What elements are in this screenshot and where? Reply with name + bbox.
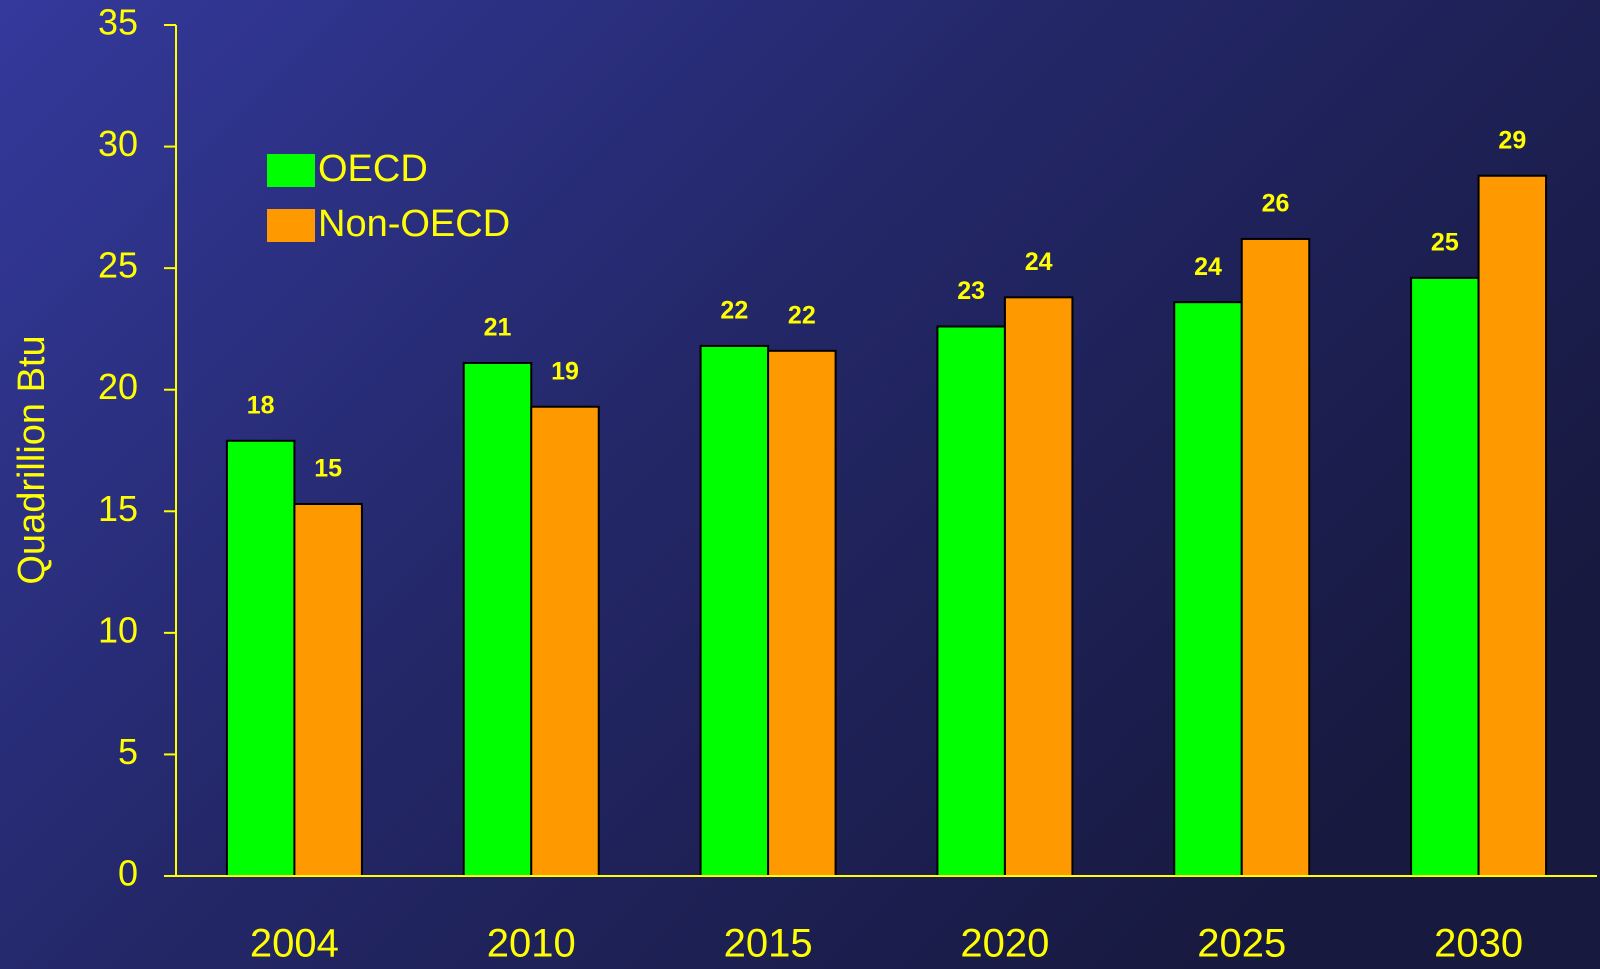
x-tick-label: 2020: [960, 922, 1049, 966]
y-axis-label: Quadrillion Btu: [11, 335, 53, 584]
value-label: 23: [957, 277, 985, 305]
y-tick-label: 15: [98, 488, 138, 529]
legend-label: OECD: [318, 148, 428, 190]
bar: [530, 405, 600, 877]
bar: [699, 344, 770, 878]
y-tick-label: 20: [98, 366, 138, 407]
bar: [1173, 301, 1243, 877]
bar: [1003, 296, 1074, 877]
x-tick-label: 2015: [724, 922, 813, 966]
y-tick-label: 0: [118, 853, 138, 894]
y-tick-label: 10: [98, 609, 138, 650]
bar: [1410, 276, 1480, 877]
bar: [462, 361, 533, 877]
value-label: 29: [1498, 126, 1526, 154]
bar: [1240, 237, 1311, 878]
y-tick-label: 5: [118, 731, 138, 772]
y-tick-label: 35: [98, 2, 138, 43]
value-label: 22: [720, 297, 748, 325]
x-tick-label: 2004: [250, 922, 339, 966]
bar: [293, 502, 363, 877]
legend-swatch: [267, 209, 315, 242]
x-tick-label: 2025: [1197, 922, 1286, 966]
value-label: 26: [1262, 190, 1290, 218]
value-label: 19: [551, 357, 579, 385]
value-label: 24: [1025, 248, 1053, 276]
x-tick-label: 2030: [1434, 922, 1523, 966]
value-label: 15: [314, 455, 342, 483]
y-tick-label: 30: [98, 123, 138, 164]
bar: [1477, 174, 1548, 877]
x-tick-label: 2010: [487, 922, 576, 966]
value-label: 21: [484, 314, 512, 342]
y-tick-label: 25: [98, 245, 138, 286]
bar: [767, 349, 837, 878]
value-label: 25: [1431, 228, 1459, 256]
legend-swatch: [267, 154, 315, 187]
bar: [225, 439, 296, 877]
value-label: 24: [1194, 253, 1222, 281]
value-label: 18: [247, 391, 275, 419]
legend-label: Non-OECD: [318, 203, 510, 245]
value-label: 22: [788, 301, 816, 329]
bar: [936, 325, 1006, 877]
